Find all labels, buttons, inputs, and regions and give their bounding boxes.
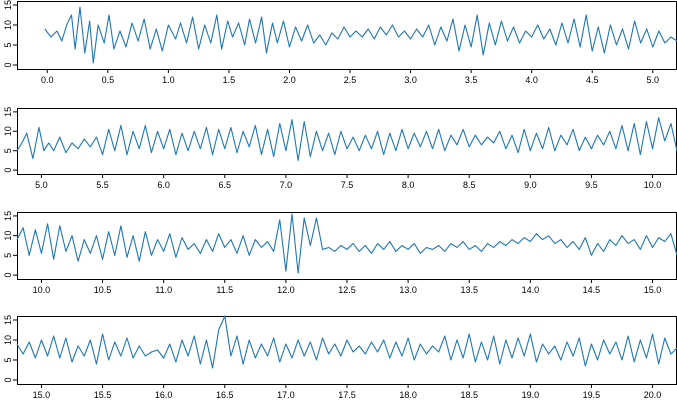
x-tick-label: 19.5 <box>583 390 601 400</box>
y-tick-label: 10 <box>3 231 13 241</box>
x-tick-label: 19.0 <box>522 390 540 400</box>
x-tick-label: 13.0 <box>399 285 417 295</box>
x-tick-label: 11.0 <box>155 285 172 295</box>
x-tick-label: 5.5 <box>96 180 109 190</box>
x-tick-label: 8.0 <box>402 180 415 190</box>
x-tick-label: 4.0 <box>525 75 538 85</box>
x-tick-label: 15.0 <box>644 285 662 295</box>
x-tick-label: 6.5 <box>219 180 232 190</box>
x-tick-label: 2.5 <box>344 75 357 85</box>
y-tick-label: 5 <box>3 148 13 153</box>
x-tick-label: 11.5 <box>216 285 233 295</box>
y-tick-label: 10 <box>3 335 13 345</box>
x-tick-label: 15.0 <box>33 390 51 400</box>
x-tick-label: 18.0 <box>399 390 417 400</box>
y-tick-label: 15 <box>3 107 13 117</box>
x-tick-label: 10.0 <box>644 180 662 190</box>
x-tick-label: 3.5 <box>465 75 478 85</box>
plot-frame <box>17 316 677 385</box>
x-tick-label: 5.0 <box>35 180 48 190</box>
y-tick-label: 0 <box>3 273 13 278</box>
series-line <box>16 117 677 161</box>
x-tick-label: 10.5 <box>94 285 112 295</box>
x-tick-label: 14.5 <box>583 285 601 295</box>
y-tick-label: 5 <box>3 357 13 362</box>
x-tick-label: 10.0 <box>33 285 51 295</box>
y-tick-label: 0 <box>3 168 13 173</box>
x-tick-label: 9.5 <box>585 180 598 190</box>
x-tick-label: 8.5 <box>463 180 476 190</box>
y-tick-label: 15 <box>3 315 13 325</box>
y-tick-label: 5 <box>3 253 13 258</box>
y-tick-label: 5 <box>3 42 13 47</box>
plot-frame <box>17 108 677 175</box>
x-tick-label: 3.0 <box>404 75 417 85</box>
x-tick-label: 9.0 <box>524 180 537 190</box>
x-tick-label: 5.0 <box>647 75 660 85</box>
x-tick-label: 20.0 <box>644 390 662 400</box>
y-tick-label: 0 <box>3 62 13 67</box>
series-line <box>16 213 677 274</box>
x-tick-label: 7.0 <box>280 180 293 190</box>
series-line <box>16 315 677 369</box>
x-tick-label: 15.5 <box>94 390 112 400</box>
panel-3: 0 5 10 15 10.0 10.5 11.0 11.5 12.0 12.5 13.0 13.5 14… <box>3 211 677 295</box>
x-tick-label: 1.0 <box>162 75 175 85</box>
x-tick-label: 2.0 <box>283 75 296 85</box>
y-tick-label: 10 <box>3 126 13 136</box>
y-tick-label: 10 <box>3 20 13 30</box>
x-tick-label: 12.0 <box>277 285 295 295</box>
x-tick-label: 16.0 <box>155 390 173 400</box>
panel-1: 0 5 10 15 0.0 0.5 1.0 1.5 2.0 2.5 3.0 3.5 4.0 4.5 5.0 <box>3 0 677 85</box>
series-line <box>44 6 677 64</box>
x-tick-label: 17.0 <box>277 390 295 400</box>
y-tick-label: 15 <box>3 211 13 221</box>
panel-2: 0 5 10 15 5.0 5.5 6.0 6.5 7.0 7.5 8.0 8.5 9.0 9.5 10.0 <box>3 107 677 190</box>
x-tick-label: 1.5 <box>223 75 236 85</box>
x-tick-label: 17.5 <box>338 390 356 400</box>
x-tick-label: 7.5 <box>341 180 354 190</box>
panel-4: 0 5 10 15 15.0 15.5 16.0 16.5 17.0 17.5 18.0 18.5 19… <box>3 315 677 400</box>
x-tick-label: 0.0 <box>41 75 54 85</box>
x-tick-label: 18.5 <box>460 390 478 400</box>
x-tick-label: 12.5 <box>338 285 356 295</box>
x-tick-label: 13.5 <box>460 285 478 295</box>
x-tick-label: 14.0 <box>522 285 540 295</box>
x-tick-label: 0.5 <box>102 75 115 85</box>
x-tick-label: 6.0 <box>157 180 170 190</box>
x-tick-label: 16.5 <box>216 390 234 400</box>
x-tick-label: 4.5 <box>586 75 599 85</box>
y-tick-label: 15 <box>3 0 13 10</box>
y-tick-label: 0 <box>3 377 13 382</box>
